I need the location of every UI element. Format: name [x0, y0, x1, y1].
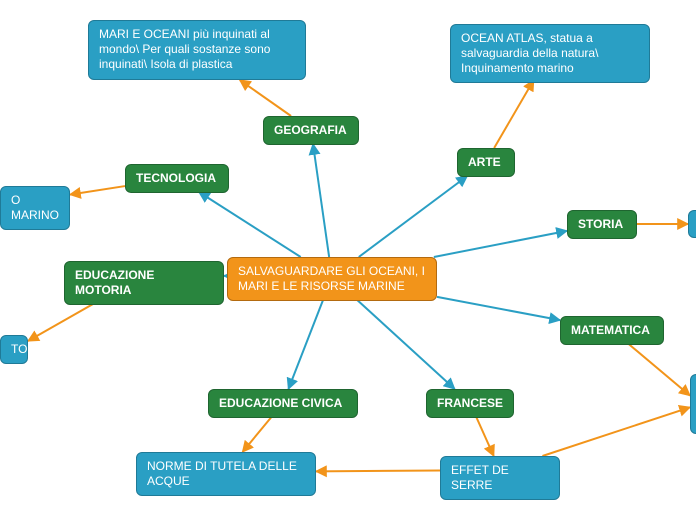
node-ed_motoria[interactable]: EDUCAZIONE MOTORIA [64, 261, 224, 305]
edge-center-tecnologia [199, 192, 301, 257]
edge-center-geografia [313, 144, 329, 257]
edge-center-francese [354, 297, 455, 389]
edge-tecnologia-o_marino [70, 186, 125, 195]
edge-ed_civica-norme [243, 417, 272, 452]
node-ed_civica[interactable]: EDUCAZIONE CIVICA [208, 389, 358, 418]
node-storia_right[interactable] [688, 210, 696, 238]
edge-effet-mat_right [542, 407, 690, 456]
edge-center-matematica [437, 297, 560, 320]
edge-arte-ocean_atlas [494, 80, 534, 148]
edge-geografia-mari_oceani [240, 80, 291, 116]
node-arte[interactable]: ARTE [457, 148, 515, 177]
edge-matematica-mat_right [629, 344, 690, 396]
edge-center-storia [434, 231, 567, 257]
node-mari_oceani[interactable]: MARI E OCEANI più inquinati al mondo\ Pe… [88, 20, 306, 80]
node-matematica[interactable]: MATEMATICA [560, 316, 664, 345]
node-mat_right[interactable] [690, 374, 696, 434]
edge-effet-norme [316, 470, 440, 471]
node-center[interactable]: SALVAGUARDARE GLI OCEANI, I MARI E LE RI… [227, 257, 437, 301]
edge-center-ed_civica [288, 297, 324, 389]
node-francese[interactable]: FRANCESE [426, 389, 514, 418]
node-norme[interactable]: NORME DI TUTELA DELLE ACQUE [136, 452, 316, 496]
node-effet[interactable]: EFFET DE SERRE [440, 456, 560, 500]
edge-francese-effet [476, 417, 493, 456]
node-storia[interactable]: STORIA [567, 210, 637, 239]
node-to[interactable]: TO [0, 335, 28, 364]
node-tecnologia[interactable]: TECNOLOGIA [125, 164, 229, 193]
node-geografia[interactable]: GEOGRAFIA [263, 116, 359, 145]
node-ocean_atlas[interactable]: OCEAN ATLAS, statua a salvaguardia della… [450, 24, 650, 83]
edge-center-arte [359, 176, 467, 257]
node-o_marino[interactable]: O MARINO [0, 186, 70, 230]
